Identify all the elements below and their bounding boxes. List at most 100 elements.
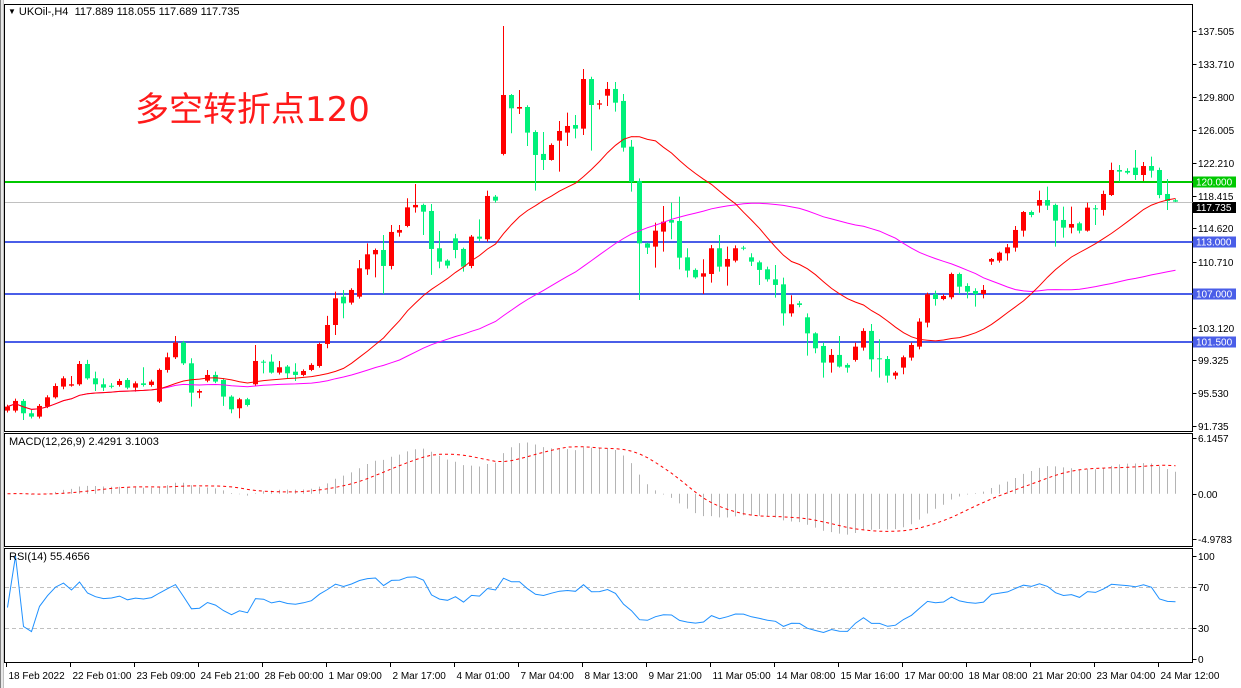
price-tick-label: 133.710	[1198, 60, 1235, 71]
candle-body	[77, 363, 82, 385]
candle-body	[165, 357, 170, 370]
candle-body	[101, 384, 106, 388]
candle-body	[533, 132, 538, 155]
candle-body	[117, 380, 122, 385]
candle-body	[597, 103, 602, 105]
candle-body	[221, 379, 226, 397]
candle-body	[893, 372, 898, 376]
candle-body	[813, 333, 818, 349]
candle-body	[693, 269, 698, 278]
candle-body	[317, 343, 322, 366]
price-tick-label: 103.120	[1198, 324, 1235, 335]
time-tick-label: 23 Mar 04:00	[1097, 671, 1156, 682]
candle-body	[53, 385, 58, 398]
candle-body	[861, 330, 866, 348]
candle-body	[1005, 247, 1010, 254]
candle-body	[37, 405, 42, 417]
candle-body	[509, 94, 514, 109]
candle-body	[989, 258, 994, 262]
candle-body	[421, 204, 426, 212]
candle-body	[1013, 229, 1018, 248]
candle-body	[269, 361, 274, 373]
candle-body	[549, 144, 554, 160]
candle-body	[1093, 208, 1098, 210]
candle-body	[973, 290, 978, 295]
candle-body	[781, 284, 786, 314]
candle-body	[149, 381, 154, 385]
candle-body	[85, 363, 90, 379]
price-tick-label: 91.735	[1198, 422, 1229, 433]
candle-body	[573, 125, 578, 129]
candle-body	[5, 406, 10, 411]
time-tick-label: 14 Mar 08:00	[777, 671, 836, 682]
dropdown-triangle-icon[interactable]: ▼	[8, 7, 16, 16]
candle-body	[237, 399, 242, 409]
candle-body	[341, 296, 346, 304]
candle-body	[453, 238, 458, 250]
candle-body	[733, 248, 738, 261]
candle-body	[197, 391, 202, 393]
candle-body	[1037, 200, 1042, 206]
candle-body	[877, 358, 882, 360]
candle-body	[381, 249, 386, 266]
candle-body	[517, 106, 522, 109]
candle-body	[13, 400, 18, 411]
candle-body	[357, 268, 362, 297]
candle-body	[829, 354, 834, 363]
time-tick-label: 23 Feb 09:00	[137, 671, 196, 682]
time-tick-label: 1 Mar 09:00	[329, 671, 383, 682]
candle-body	[173, 342, 178, 358]
candle-body	[629, 146, 634, 182]
candle-body	[229, 396, 234, 410]
level-label: 107.000	[1196, 290, 1233, 301]
candle-body	[277, 367, 282, 373]
candle-body	[261, 361, 266, 363]
time-tick-label: 17 Mar 00:00	[905, 671, 964, 682]
candle-body	[837, 354, 842, 367]
time-tick-label: 2 Mar 17:00	[393, 671, 447, 682]
candle-body	[885, 358, 890, 376]
candle-body	[853, 346, 858, 360]
price-tick-label: 137.505	[1198, 27, 1235, 38]
candle-body	[1101, 193, 1106, 210]
candle-body	[1053, 204, 1058, 221]
level-label-bg	[1193, 236, 1236, 248]
macd-tick-label: 0.00	[1198, 490, 1218, 501]
candle-body	[997, 252, 1002, 261]
candle-body	[805, 317, 810, 334]
current-price-label-bg	[1193, 202, 1236, 213]
price-tick-label: 129.800	[1198, 93, 1235, 104]
candle-body	[661, 221, 666, 232]
candle-body	[1021, 212, 1026, 231]
ohlc-readout: 117.889 118.055 117.689 117.735	[74, 6, 240, 18]
candle-body	[685, 257, 690, 271]
time-tick-label: 8 Mar 13:00	[585, 671, 639, 682]
price-tick-label: 122.210	[1198, 159, 1235, 170]
candle-body	[253, 360, 258, 385]
candle-body	[1133, 167, 1138, 175]
macd-tick-label: -4.9783	[1198, 535, 1232, 546]
candle-body	[621, 100, 626, 148]
level-label-bg	[1193, 288, 1236, 300]
candle-body	[1109, 169, 1114, 196]
candle-body	[653, 230, 658, 247]
candle-body	[477, 236, 482, 239]
time-tick-label: 28 Feb 00:00	[265, 671, 324, 682]
candle-body	[213, 374, 218, 382]
time-tick-label: 22 Feb 01:00	[73, 671, 132, 682]
candle-body	[1069, 224, 1074, 228]
level-label: 101.500	[1196, 338, 1233, 349]
candle-body	[1125, 170, 1130, 173]
time-tick-label: 4 Mar 01:00	[457, 671, 511, 682]
candle-body	[917, 321, 922, 347]
price-tick-label: 99.325	[1198, 356, 1229, 367]
candle-body	[93, 378, 98, 385]
candle-body	[821, 345, 826, 363]
candle-body	[677, 220, 682, 258]
candle-body	[725, 258, 730, 267]
candle-body	[461, 248, 466, 267]
candle-body	[525, 106, 530, 133]
candle-body	[69, 384, 74, 386]
candle-body	[45, 397, 50, 407]
